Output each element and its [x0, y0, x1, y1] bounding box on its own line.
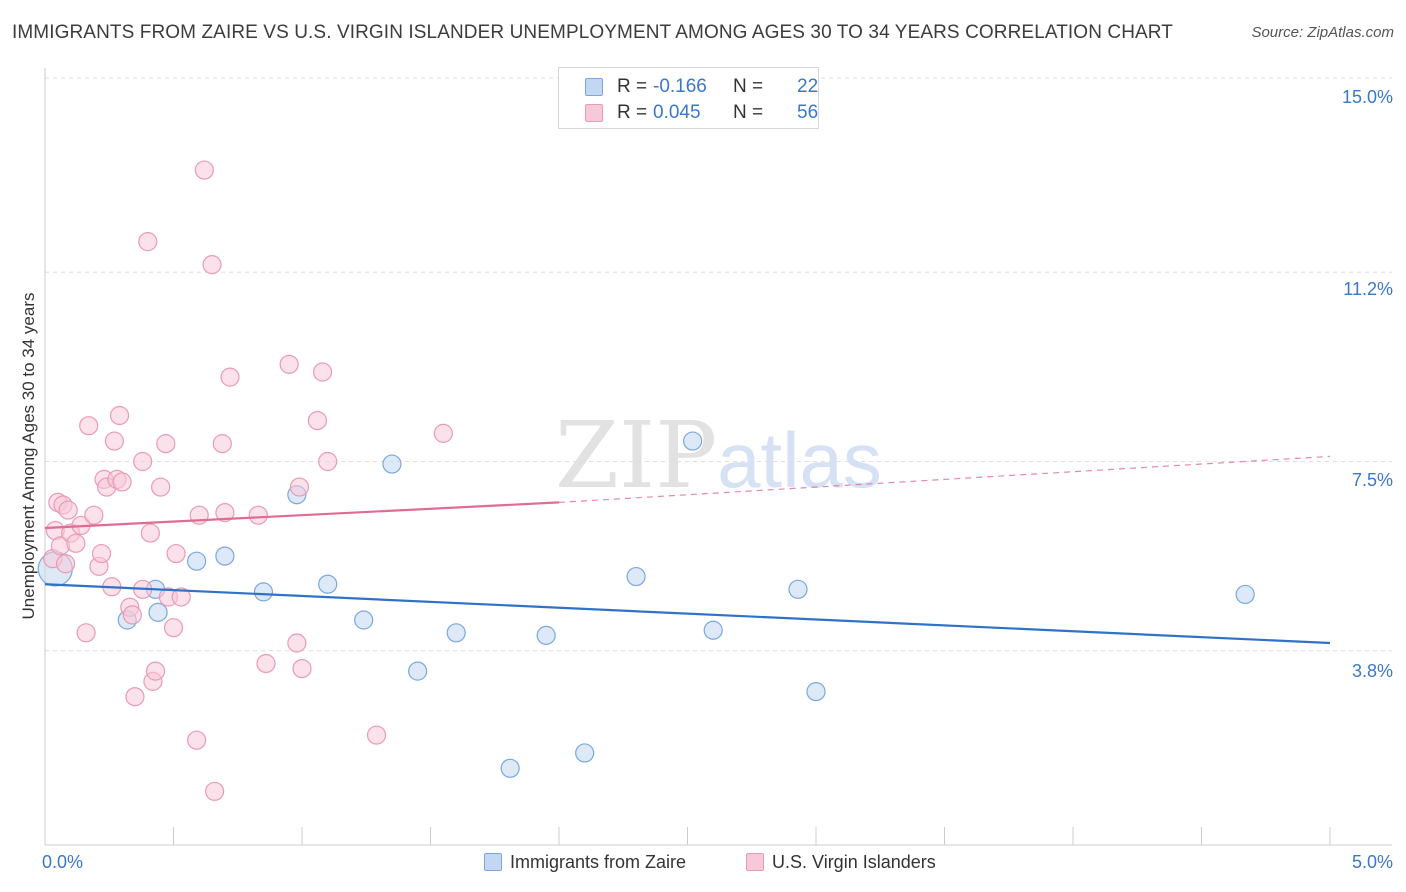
point-zaire [500, 758, 520, 778]
point-virgin-islanders [84, 505, 104, 525]
n-value: 56 [797, 102, 819, 123]
point-zaire [703, 620, 723, 640]
legend-item-virgin-islanders: U.S. Virgin Islanders [746, 852, 936, 873]
point-virgin-islanders [220, 367, 240, 387]
trend-line-virgin-islanders [44, 501, 560, 530]
point-virgin-islanders [76, 623, 96, 643]
y-tick-label: 15.0% [1341, 87, 1393, 107]
point-zaire [683, 431, 703, 451]
point-zaire [788, 579, 808, 599]
point-zaire [536, 625, 556, 645]
point-zaire [382, 454, 402, 474]
point-zaire [446, 623, 466, 643]
point-virgin-islanders [366, 725, 387, 745]
point-virgin-islanders [256, 653, 276, 674]
point-virgin-islanders [248, 505, 268, 525]
point-virgin-islanders [66, 533, 86, 553]
point-virgin-islanders [205, 781, 225, 801]
point-zaire [575, 743, 595, 763]
n-label: N = [733, 102, 764, 123]
legend-item-zaire: Immigrants from Zaire [484, 852, 686, 873]
watermark-atlas: atlas [717, 416, 882, 504]
point-virgin-islanders [187, 730, 207, 750]
y-tick-label: 11.2% [1343, 279, 1393, 299]
point-virgin-islanders [91, 543, 112, 564]
point-zaire [354, 610, 374, 630]
point-virgin-islanders [145, 661, 166, 681]
point-zaire [318, 574, 338, 594]
legend-label-virgin-islanders: U.S. Virgin Islanders [772, 852, 936, 872]
n-label: N = [733, 76, 764, 97]
trend-line-virgin-islanders-extension [558, 455, 1331, 504]
r-label: R = [617, 102, 648, 123]
point-virgin-islanders [312, 362, 333, 382]
point-virgin-islanders [138, 232, 158, 252]
point-virgin-islanders [318, 451, 338, 472]
trend-line-zaire [44, 583, 1331, 645]
watermark: ZIPatlas [555, 402, 882, 509]
legend-label-zaire: Immigrants from Zaire [510, 852, 687, 872]
point-zaire [253, 582, 274, 602]
point-zaire [148, 602, 168, 622]
y-tick-label: 3.8% [1351, 661, 1393, 681]
point-virgin-islanders [171, 587, 191, 607]
r-value: 0.045 [653, 102, 701, 123]
point-zaire [806, 681, 826, 702]
point-zaire [1235, 584, 1255, 605]
point-virgin-islanders [156, 434, 176, 454]
point-virgin-islanders [79, 416, 99, 436]
point-virgin-islanders [202, 255, 222, 275]
point-virgin-islanders [166, 543, 186, 564]
x-tick-label-min: 0.0% [42, 852, 84, 872]
point-virgin-islanders [433, 423, 453, 443]
point-virgin-islanders [307, 410, 328, 431]
point-virgin-islanders [194, 160, 214, 180]
correlation-legend: R = -0.166 N = 22 R = 0.045 N = 56 [558, 67, 819, 129]
point-zaire [187, 551, 207, 571]
point-virgin-islanders [215, 503, 235, 523]
point-virgin-islanders [140, 523, 160, 543]
point-virgin-islanders [109, 405, 130, 426]
point-virgin-islanders [58, 500, 78, 520]
point-zaire [626, 566, 646, 587]
legend-swatch-virgin-islanders [585, 104, 603, 122]
chart-title: IMMIGRANTS FROM ZAIRE VS U.S. VIRGIN ISL… [12, 22, 1173, 43]
point-zaire [215, 546, 235, 566]
point-virgin-islanders [287, 633, 307, 653]
r-value: -0.166 [653, 76, 707, 97]
point-virgin-islanders [279, 354, 299, 374]
point-virgin-islanders [289, 477, 310, 497]
point-virgin-islanders [133, 451, 153, 472]
point-virgin-islanders [125, 687, 145, 707]
point-virgin-islanders [104, 431, 124, 451]
watermark-zip: ZIP [555, 402, 718, 509]
legend-swatch-virgin-islanders [746, 853, 764, 871]
point-virgin-islanders [163, 618, 184, 638]
point-virgin-islanders [212, 434, 232, 454]
point-zaire [408, 661, 428, 681]
point-virgin-islanders [151, 477, 171, 497]
source-label: Source: ZipAtlas.com [1251, 24, 1394, 41]
point-virgin-islanders [292, 658, 312, 679]
point-virgin-islanders [122, 605, 142, 625]
n-value: 22 [797, 76, 819, 97]
point-virgin-islanders [112, 472, 132, 492]
y-tick-label: 7.5% [1351, 470, 1393, 490]
legend-swatch-zaire [585, 78, 603, 96]
legend-swatch-zaire [484, 853, 502, 871]
point-virgin-islanders [55, 554, 76, 574]
r-label: R = [617, 76, 648, 97]
x-tick-label-max: 5.0% [1351, 852, 1393, 872]
